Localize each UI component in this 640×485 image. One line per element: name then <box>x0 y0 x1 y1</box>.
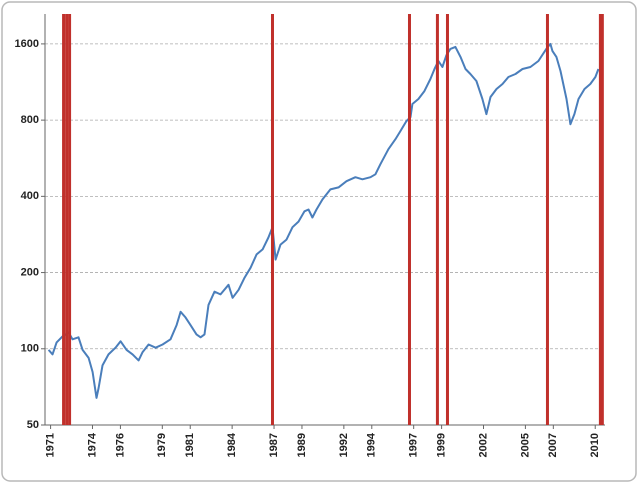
x-tick-label: 1989 <box>296 433 308 457</box>
x-tick-label: 1981 <box>184 433 196 457</box>
x-tick-label: 1997 <box>408 433 420 457</box>
x-tick-label: 1992 <box>338 433 350 457</box>
x-tick-label: 1979 <box>156 433 168 457</box>
y-tick-label: 200 <box>21 266 39 278</box>
x-tick-label: 1994 <box>366 432 378 457</box>
x-tick-label: 1999 <box>436 433 448 457</box>
y-tick-label: 50 <box>27 419 39 431</box>
x-tick-label: 1976 <box>114 433 126 457</box>
x-tick-label: 1987 <box>268 433 280 457</box>
y-tick-label: 400 <box>21 190 39 202</box>
x-tick-label: 2002 <box>477 433 489 457</box>
line-series <box>47 42 600 399</box>
y-tick-label: 800 <box>21 114 39 126</box>
x-tick-label: 1984 <box>226 432 238 457</box>
x-tick-label: 1974 <box>86 432 98 457</box>
x-tick-label: 1971 <box>44 433 56 457</box>
x-tick-label: 2005 <box>519 433 531 457</box>
x-tick-label: 2010 <box>589 433 601 457</box>
y-tick-label: 100 <box>21 343 39 355</box>
x-tick-label: 2007 <box>547 433 559 457</box>
y-tick-label: 1600 <box>15 38 39 50</box>
